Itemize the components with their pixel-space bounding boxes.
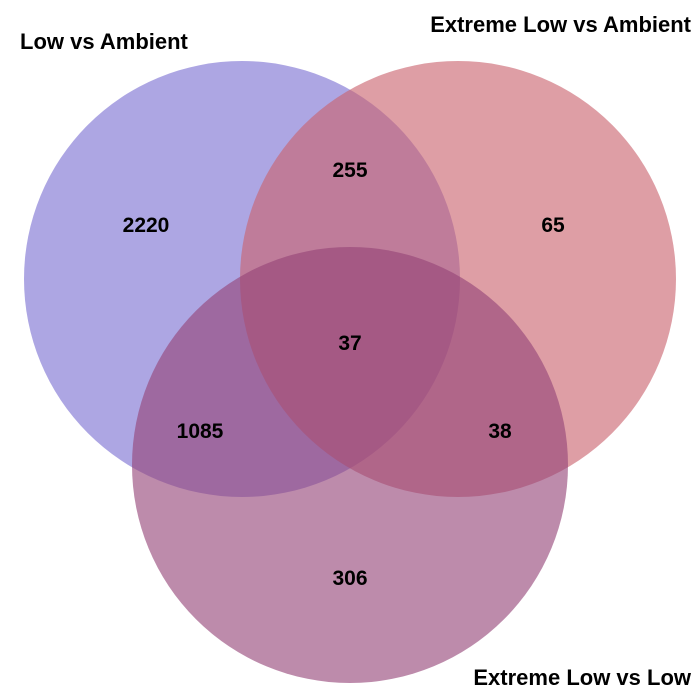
set-label-extreme-low-vs-low: Extreme Low vs Low <box>473 665 692 690</box>
set-circle-extreme-low-vs-low <box>132 247 568 683</box>
count-extreme-low-vs-low-only: 306 <box>332 567 367 590</box>
count-low-only: 2220 <box>123 214 170 237</box>
count-extreme-low-vs-ambient-and-extreme-low-vs-low: 38 <box>488 420 512 443</box>
set-label-extreme-low-vs-ambient: Extreme Low vs Ambient <box>430 12 691 37</box>
count-low-and-extreme-low-vs-low: 1085 <box>177 420 224 443</box>
count-all-three: 37 <box>338 332 361 355</box>
set-label-low-vs-ambient: Low vs Ambient <box>20 29 189 54</box>
count-low-and-extreme-low-vs-ambient: 255 <box>332 159 367 182</box>
count-extreme-low-vs-ambient-only: 65 <box>541 214 565 237</box>
